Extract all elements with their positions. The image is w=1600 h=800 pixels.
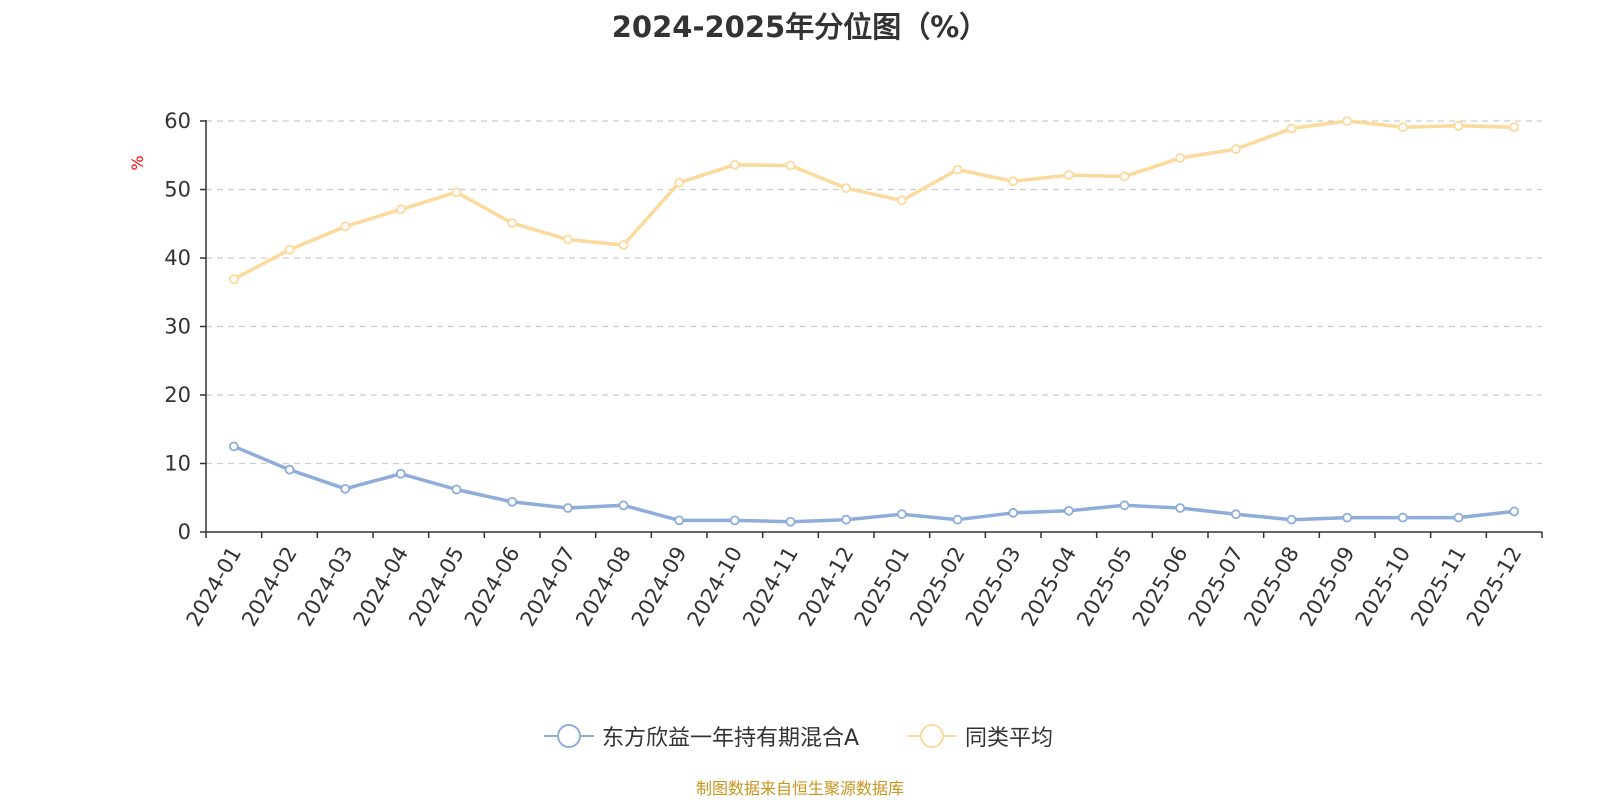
data-point-0 (284, 464, 295, 475)
x-tick-label: 2025-04 (1017, 543, 1082, 631)
x-tick-label: 2024-12 (794, 543, 859, 631)
data-point-0 (228, 441, 239, 452)
data-point-1 (395, 204, 406, 215)
x-tick-label: 2025-09 (1295, 543, 1360, 631)
axes: 01020304050602024-012024-022024-032024-0… (164, 109, 1543, 631)
x-tick-label: 2025-06 (1128, 543, 1193, 631)
x-tick-label: 2024-10 (683, 543, 748, 631)
data-point-0 (507, 496, 518, 507)
x-tick-label: 2025-02 (905, 543, 970, 631)
series-line-1 (232, 119, 1515, 281)
series-lines (228, 116, 1520, 527)
data-point-1 (1230, 144, 1241, 154)
data-point-0 (1509, 506, 1520, 517)
data-point-0 (451, 484, 462, 495)
x-tick-label: 2024-07 (516, 543, 581, 631)
data-point-1 (451, 187, 462, 198)
data-point-1 (1509, 122, 1520, 133)
data-point-1 (1175, 153, 1186, 163)
data-point-1 (1453, 120, 1464, 131)
x-tick-label: 2024-09 (627, 543, 692, 631)
x-tick-label: 2024-08 (571, 543, 636, 631)
data-point-1 (952, 164, 963, 175)
data-point-0 (618, 500, 629, 511)
data-point-0 (1397, 512, 1408, 523)
chart-title: 2024-2025年分位图（%） (611, 10, 989, 44)
y-tick-label: 0 (178, 520, 191, 544)
x-tick-label: 2024-05 (404, 543, 469, 631)
x-tick-label: 2024-04 (349, 543, 414, 631)
data-point-0 (841, 514, 852, 525)
data-point-0 (1453, 512, 1464, 523)
data-point-0 (1008, 507, 1019, 518)
x-tick-label: 2024-03 (293, 543, 358, 631)
data-point-1 (1119, 171, 1130, 182)
data-point-1 (340, 221, 351, 232)
data-point-1 (674, 177, 685, 188)
data-point-0 (340, 483, 351, 494)
x-tick-label: 2025-07 (1184, 543, 1249, 631)
x-tick-label: 2024-11 (738, 543, 803, 631)
data-point-1 (507, 218, 518, 228)
x-tick-label: 2025-05 (1072, 543, 1137, 631)
data-point-1 (729, 159, 740, 170)
legend-marker-average (907, 724, 957, 748)
y-axis-label: % (128, 155, 147, 170)
data-point-1 (1286, 123, 1297, 134)
x-tick-label: 2025-12 (1462, 543, 1527, 631)
data-point-0 (1286, 514, 1297, 525)
x-tick-label: 2024-02 (237, 543, 302, 631)
legend-item-average[interactable]: 同类平均 (907, 722, 1054, 751)
data-point-1 (896, 195, 907, 206)
grid-lines (206, 120, 1542, 465)
data-point-1 (562, 234, 573, 245)
x-tick-label: 2025-01 (850, 543, 915, 631)
data-point-0 (674, 515, 685, 526)
y-tick-label: 60 (164, 109, 191, 133)
x-tick-label: 2024-01 (182, 543, 247, 631)
y-tick-label: 10 (164, 452, 191, 476)
data-point-0 (395, 468, 406, 479)
data-point-1 (284, 244, 295, 255)
source-note: 制图数据来自恒生聚源数据库 (695, 779, 904, 798)
x-tick-label: 2025-10 (1351, 543, 1416, 631)
x-tick-label: 2025-03 (961, 543, 1026, 631)
data-point-0 (1063, 505, 1074, 516)
legend-marker-fund (544, 724, 594, 748)
data-point-0 (1175, 503, 1186, 513)
data-point-0 (1342, 512, 1353, 523)
data-point-1 (1397, 122, 1408, 133)
legend-item-fund[interactable]: 东方欣益一年持有期混合A (544, 722, 860, 751)
legend-label-average: 同类平均 (965, 726, 1054, 751)
y-tick-label: 50 (164, 178, 191, 202)
data-point-1 (228, 274, 239, 285)
y-tick-label: 20 (164, 383, 191, 407)
data-point-0 (729, 515, 740, 526)
data-point-0 (952, 514, 963, 525)
data-point-0 (562, 503, 573, 513)
y-tick-label: 40 (164, 246, 191, 270)
data-point-0 (1119, 500, 1130, 511)
x-tick-label: 2024-06 (460, 543, 525, 631)
data-point-1 (1008, 176, 1019, 187)
legend-label-fund: 东方欣益一年持有期混合A (602, 726, 860, 751)
x-tick-label: 2025-11 (1406, 543, 1471, 631)
x-tick-label: 2025-08 (1239, 543, 1304, 631)
data-point-1 (618, 240, 629, 250)
data-point-1 (1063, 170, 1074, 181)
y-tick-label: 30 (164, 315, 191, 339)
series-line-0 (233, 444, 1515, 524)
data-point-1 (1342, 116, 1353, 126)
data-point-1 (841, 183, 852, 194)
data-point-1 (785, 160, 796, 171)
data-point-0 (785, 516, 796, 527)
data-point-0 (896, 509, 907, 520)
data-point-0 (1230, 509, 1241, 520)
